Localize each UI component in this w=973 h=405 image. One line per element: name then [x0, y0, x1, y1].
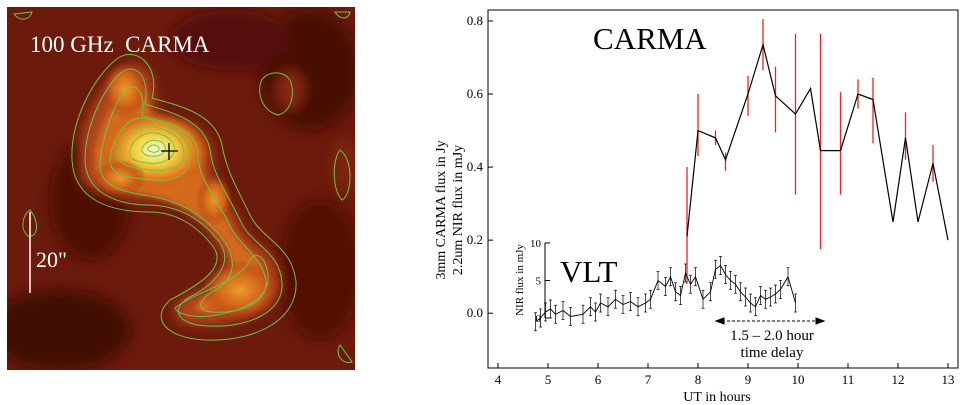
y-axis: 0.0 0.2 0.4 0.6 0.8: [467, 13, 493, 320]
x-tick-label: 12: [892, 372, 905, 387]
map-title: 100 GHz CARMA: [30, 32, 210, 57]
y-axis-label-line2: 2.2um NIR flux in mJy: [451, 145, 466, 275]
x-tick-label: 13: [942, 372, 955, 387]
x-tick-label: 9: [745, 372, 752, 387]
x-axis: 4 5 6 7 8 9 10 11 12 13: [495, 363, 955, 387]
plot-frame: [487, 9, 959, 369]
time-delay-arrow: [714, 317, 826, 325]
vlt-series-line: [535, 264, 796, 323]
x-tick-label: 6: [595, 372, 602, 387]
inset-y-axis-label: NIR flux in mJy: [514, 244, 526, 316]
carma-map-image: [7, 7, 355, 370]
carma-error-bars: [686, 19, 934, 284]
y-tick-label: 0.6: [467, 86, 484, 101]
time-delay-label-line1: 1.5 – 2.0 hour: [730, 328, 814, 344]
y-tick-label: 0.4: [467, 159, 484, 174]
scale-bar-label: 20": [36, 247, 67, 272]
y-tick-label: 0.8: [467, 13, 483, 28]
y-tick-label: 0.0: [467, 305, 483, 320]
y-axis-label-line1: 3mm CARMA flux in Jy: [434, 140, 449, 279]
carma-label: CARMA: [593, 21, 707, 56]
inset-y-tick-label: 10: [530, 238, 542, 250]
inset-y-tick-label: 5: [536, 276, 542, 288]
x-tick-label: 5: [545, 372, 552, 387]
light-curve-chart: 4 5 6 7 8 9 10 11 12 13 0.0 0.2 0.4 0.6 0.8 UT in hou…: [434, 9, 959, 405]
vlt-label: VLT: [560, 254, 617, 289]
time-delay-label-line2: time delay: [741, 345, 804, 361]
y-tick-label: 0.2: [467, 232, 483, 247]
x-axis-label: UT in hours: [683, 390, 750, 405]
x-tick-label: 8: [695, 372, 702, 387]
carma-series-line: [686, 42, 949, 241]
x-tick-label: 11: [842, 372, 855, 387]
x-tick-label: 7: [645, 372, 652, 387]
source-position-marker: [161, 143, 178, 160]
x-tick-label: 4: [495, 372, 502, 387]
x-tick-label: 10: [792, 372, 805, 387]
